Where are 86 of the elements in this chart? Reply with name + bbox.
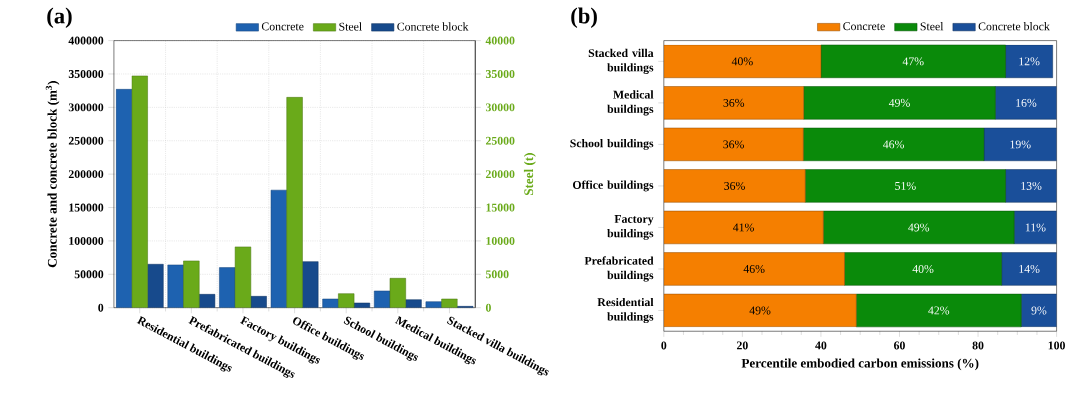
bar <box>803 127 985 161</box>
y-tick-label: 0 <box>98 303 104 312</box>
bar <box>1013 210 1057 245</box>
chart-title: (a) <box>47 7 72 29</box>
y-tick-label: Office buildings <box>572 180 654 192</box>
data-label: 14% <box>1019 264 1040 273</box>
bar <box>856 293 1022 328</box>
data-label: 42% <box>928 306 950 315</box>
y-axis-title: Concrete and concrete block (m$^{3}$) <box>45 81 60 268</box>
bar <box>147 263 164 308</box>
bar <box>663 44 822 78</box>
bar <box>995 86 1057 120</box>
legend-label: Concrete <box>261 22 304 31</box>
data-label: 19% <box>1010 140 1031 149</box>
data-label: 36% <box>724 181 745 190</box>
x-tick-label: 60 <box>894 341 905 350</box>
legend-label: Steel <box>920 22 944 31</box>
bar <box>844 252 1002 286</box>
x-tick-label: 20 <box>736 341 748 350</box>
bar <box>663 252 845 286</box>
data-label: 11% <box>1025 223 1046 232</box>
data-label: 36% <box>723 140 744 149</box>
legend-label: Steel <box>339 22 362 31</box>
bar <box>820 44 1006 78</box>
bar <box>1005 169 1057 203</box>
bar <box>302 261 319 308</box>
bar <box>663 210 824 245</box>
y-tick-label: 350000 <box>68 69 104 78</box>
data-label: 46% <box>743 264 765 273</box>
x-tick-label: 100 <box>1048 341 1065 350</box>
bar <box>1005 44 1053 78</box>
y2-tick-label: 20000 <box>485 170 515 179</box>
data-label: 49% <box>749 306 771 315</box>
data-label: 13% <box>1021 181 1042 190</box>
y-tick-label: Residential buildings <box>597 297 654 324</box>
y-tick-label: School buildings <box>570 138 654 150</box>
x-tick-label: 40 <box>815 341 827 350</box>
y-tick-label: 150000 <box>69 203 104 212</box>
legend-label: Concrete block <box>397 22 469 31</box>
data-label: 49% <box>908 223 930 232</box>
y2-tick-label: 25000 <box>485 136 515 145</box>
x-tick-label: 80 <box>972 341 984 350</box>
data-label: 16% <box>1016 98 1037 107</box>
bar <box>663 293 857 328</box>
data-label: 41% <box>732 223 754 232</box>
data-label: 36% <box>723 98 745 107</box>
legend-label: Concrete <box>843 22 885 31</box>
data-label: 12% <box>1019 57 1040 66</box>
y2-tick-label: 10000 <box>486 236 515 245</box>
bar <box>803 86 996 120</box>
data-label: 49% <box>888 98 910 107</box>
y2-axis-title: Steel (t) <box>523 153 536 196</box>
data-label: 9% <box>1031 306 1047 315</box>
y-tick-label: 300000 <box>68 103 104 112</box>
y-tick-label: 250000 <box>68 136 104 145</box>
data-label: 40% <box>912 264 934 273</box>
y-tick-label: Stacked villa buildings <box>588 48 654 74</box>
y2-tick-label: 0 <box>485 303 491 312</box>
chart-title: (b) <box>571 7 597 29</box>
bar <box>1001 252 1057 286</box>
y-tick-label: Prefabricated buildings <box>584 256 654 282</box>
y-tick-label: 400000 <box>68 36 104 45</box>
y-tick-label: 200000 <box>68 170 104 179</box>
y2-tick-label: 30000 <box>485 103 515 112</box>
y2-tick-label: 5000 <box>485 270 509 279</box>
data-label: 40% <box>731 57 753 66</box>
bar <box>663 127 804 161</box>
y-tick-label: 100000 <box>69 236 104 245</box>
bar <box>663 86 804 120</box>
bar <box>1020 293 1057 328</box>
data-label: 46% <box>883 140 905 149</box>
bar <box>663 169 806 203</box>
legend-label: Concrete block <box>978 22 1050 31</box>
y-tick-label: Medical buildings <box>607 90 654 116</box>
x-axis-title: Percentile embodied carbon emissions (%) <box>741 358 979 371</box>
data-label: 47% <box>902 57 924 66</box>
x-tick-label: 0 <box>661 341 667 350</box>
bar <box>823 210 1015 245</box>
bar <box>983 127 1057 161</box>
y2-tick-label: 15000 <box>486 203 515 212</box>
data-label: 51% <box>895 181 916 190</box>
y2-tick-label: 40000 <box>485 36 515 45</box>
y-tick-label: Factory buildings <box>607 215 654 240</box>
y2-tick-label: 35000 <box>485 69 515 78</box>
y-tick-label: 50000 <box>74 270 104 279</box>
bar <box>804 169 1006 203</box>
